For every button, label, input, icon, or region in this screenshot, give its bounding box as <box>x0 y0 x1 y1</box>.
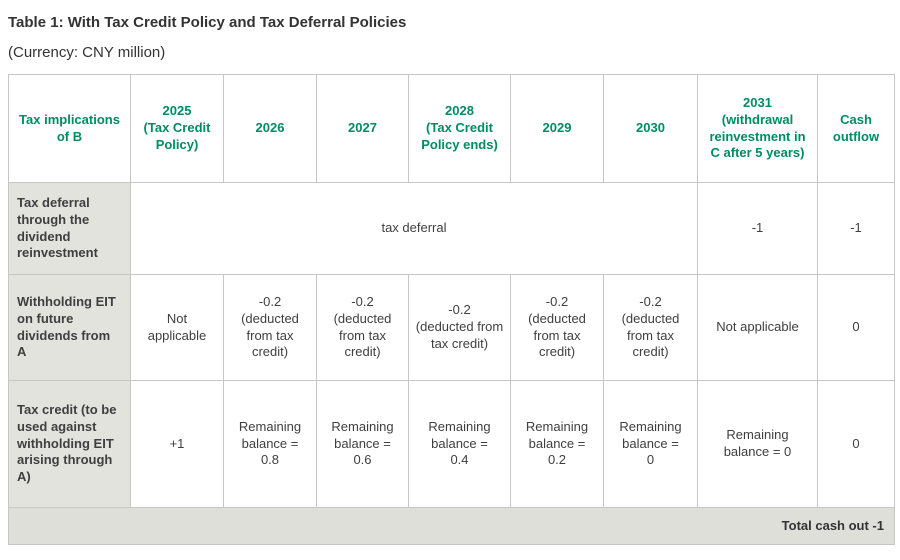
total-cash-out-cell: Total cash out -1 <box>8 507 895 545</box>
col-header-cash-outflow: Cash outflow <box>817 74 895 183</box>
cell-tax-credit-cash-outflow: 0 <box>817 380 895 508</box>
cell-tax-deferral-2031: -1 <box>697 182 818 275</box>
row-withholding-eit: Withholding EIT on future dividends from… <box>8 274 895 381</box>
cell-tax-credit-2031: Remaining balance = 0 <box>697 380 818 508</box>
currency-note: (Currency: CNY million) <box>8 44 166 61</box>
cell-tax-credit-2030: Remaining balance = 0 <box>603 380 698 508</box>
cell-tax-credit-2029: Remaining balance = 0.2 <box>510 380 604 508</box>
col-header-2030: 2030 <box>603 74 698 183</box>
table-title: Table 1: With Tax Credit Policy and Tax … <box>8 14 407 31</box>
cell-withholding-2026: -0.2 (deducted from tax credit) <box>223 274 317 381</box>
total-row: Total cash out -1 <box>8 507 895 545</box>
col-header-2031: 2031 (withdrawal reinvestment in C after… <box>697 74 818 183</box>
cell-withholding-2025: Not applicable <box>130 274 224 381</box>
header-row: Tax implications of B 2025 (Tax Credit P… <box>8 74 895 183</box>
page: Table 1: With Tax Credit Policy and Tax … <box>8 14 895 545</box>
cell-tax-credit-2028: Remaining balance = 0.4 <box>408 380 511 508</box>
cell-withholding-2028: -0.2 (deducted from tax credit) <box>408 274 511 381</box>
cell-tax-deferral-merged-2025-2030: tax deferral <box>130 182 698 275</box>
cell-tax-credit-2026: Remaining balance = 0.8 <box>223 380 317 508</box>
cell-withholding-2027: -0.2 (deducted from tax credit) <box>316 274 409 381</box>
col-header-2025: 2025 (Tax Credit Policy) <box>130 74 224 183</box>
cell-withholding-2031: Not applicable <box>697 274 818 381</box>
row-label-tax-credit: Tax credit (to be used against withholdi… <box>8 380 131 508</box>
row-label-tax-deferral: Tax deferral through the dividend reinve… <box>8 182 131 275</box>
cell-tax-credit-2027: Remaining balance = 0.6 <box>316 380 409 508</box>
row-tax-deferral: Tax deferral through the dividend reinve… <box>8 182 895 275</box>
col-header-2028: 2028 (Tax Credit Policy ends) <box>408 74 511 183</box>
cell-withholding-cash-outflow: 0 <box>817 274 895 381</box>
cell-tax-credit-2025: +1 <box>130 380 224 508</box>
cell-withholding-2030: -0.2 (deducted from tax credit) <box>603 274 698 381</box>
col-header-2027: 2027 <box>316 74 409 183</box>
tax-policy-table: Tax implications of B 2025 (Tax Credit P… <box>8 74 895 545</box>
col-header-2029: 2029 <box>510 74 604 183</box>
cell-tax-deferral-cash-outflow: -1 <box>817 182 895 275</box>
row-label-withholding-eit: Withholding EIT on future dividends from… <box>8 274 131 381</box>
col-header-tax-implications-of-b: Tax implications of B <box>8 74 131 183</box>
cell-withholding-2029: -0.2 (deducted from tax credit) <box>510 274 604 381</box>
row-tax-credit: Tax credit (to be used against withholdi… <box>8 380 895 508</box>
col-header-2026: 2026 <box>223 74 317 183</box>
